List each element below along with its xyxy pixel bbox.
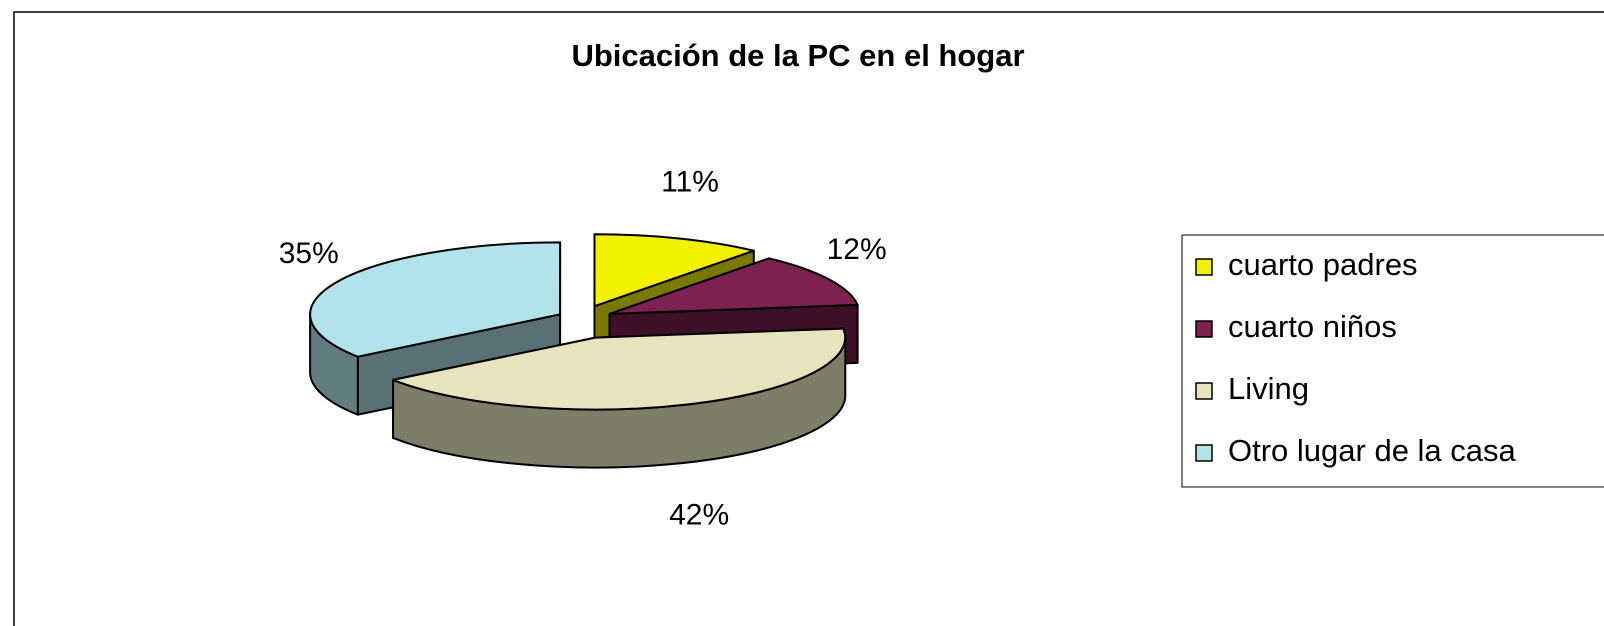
legend-label: cuarto padres: [1228, 247, 1418, 282]
slice-top: [309, 241, 562, 358]
slice-top: [593, 233, 755, 308]
data-label: 35%: [279, 237, 339, 270]
data-label: 12%: [827, 233, 887, 266]
legend-swatch: [1195, 382, 1213, 400]
slice-side-shade: [310, 314, 358, 415]
data-label: 11%: [661, 166, 719, 199]
slice-top: [608, 257, 859, 315]
chart-title: Ubicación de la PC en el hogar: [571, 38, 1024, 73]
slice-top: [392, 327, 847, 411]
slice: [392, 327, 847, 469]
legend-label: cuarto niños: [1228, 309, 1397, 344]
legend-swatch: [1195, 444, 1213, 462]
legend-box: [1181, 234, 1604, 488]
legend-swatch: [1195, 320, 1213, 338]
slice-side-shade: [393, 337, 846, 468]
legend-swatch: [1195, 258, 1213, 276]
legend-label: Living: [1228, 371, 1309, 406]
data-label: 42%: [669, 499, 729, 532]
legend-label: Otro lugar de la casa: [1228, 433, 1517, 468]
